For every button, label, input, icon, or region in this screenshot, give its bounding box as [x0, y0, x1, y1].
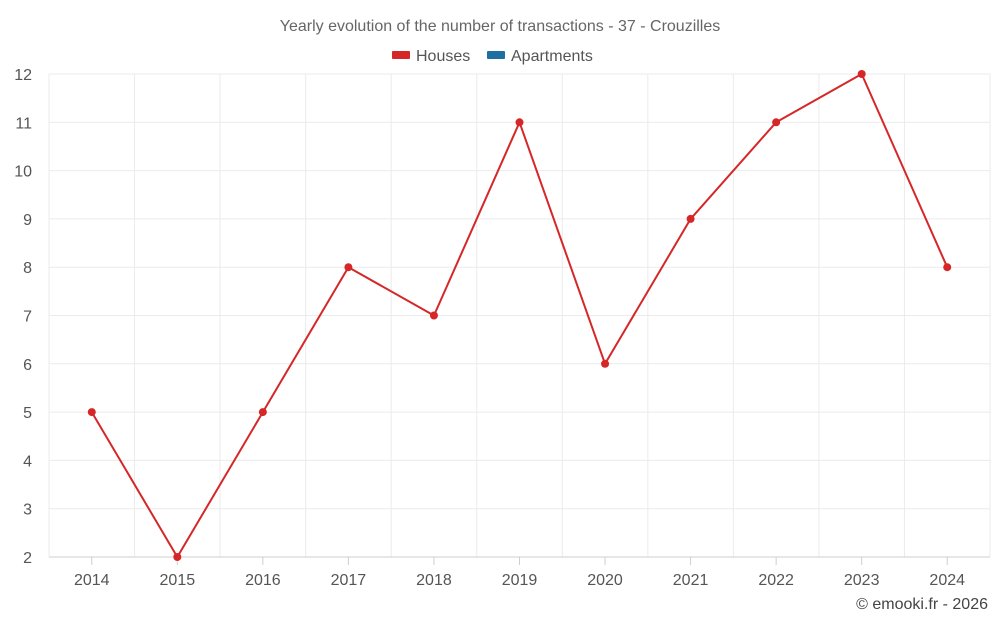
x-tick-label: 2014 — [74, 572, 110, 589]
legend-item-apartments[interactable]: Apartments — [487, 48, 593, 65]
y-tick-label: 6 — [23, 357, 32, 374]
y-tick-label: 4 — [23, 453, 32, 470]
credit: © emooki.fr - 2026 — [856, 596, 988, 613]
y-tick-label: 5 — [23, 405, 32, 422]
data-point-houses[interactable] — [515, 118, 524, 127]
data-point-houses[interactable] — [429, 311, 438, 320]
x-tick-label: 2015 — [160, 572, 196, 589]
x-tick-label: 2018 — [416, 572, 452, 589]
data-point-houses[interactable] — [87, 408, 96, 417]
y-tick-label: 2 — [23, 550, 32, 567]
x-tick-label: 2017 — [331, 572, 367, 589]
grid — [48, 73, 991, 557]
x-tick-label: 2020 — [587, 572, 623, 589]
x-tick-label: 2023 — [844, 572, 880, 589]
x-tick-label: 2016 — [245, 572, 281, 589]
y-tick-label: 12 — [14, 67, 32, 84]
data-point-houses[interactable] — [772, 118, 781, 127]
data-point-houses[interactable] — [943, 263, 952, 272]
x-tick-label: 2021 — [673, 572, 709, 589]
x-axis-ticks: 2014 2015 2016 2017 2018 2019 2020 2021 2022 2023… — [74, 557, 965, 589]
y-tick-label: 11 — [15, 115, 32, 132]
data-point-houses[interactable] — [601, 359, 610, 368]
y-tick-label: 8 — [23, 260, 32, 277]
data-point-houses[interactable] — [258, 408, 267, 417]
data-point-houses[interactable] — [344, 263, 353, 272]
y-axis-ticks: 2 3 4 5 6 7 8 9 10 11 12 — [14, 67, 32, 567]
series — [87, 70, 952, 561]
y-tick-label: 7 — [23, 309, 32, 326]
data-point-houses[interactable] — [173, 553, 182, 561]
x-tick-label: 2024 — [929, 572, 965, 589]
y-tick-label: 3 — [23, 502, 32, 519]
data-point-houses[interactable] — [686, 214, 695, 223]
legend-label-apartments: Apartments — [511, 48, 593, 65]
legend-swatch-apartments — [487, 51, 505, 59]
y-tick-label: 10 — [14, 164, 32, 181]
legend-item-houses[interactable]: Houses — [392, 48, 470, 65]
x-tick-label: 2022 — [758, 572, 794, 589]
legend-swatch-houses — [392, 51, 410, 59]
y-tick-label: 9 — [23, 212, 32, 229]
data-point-houses[interactable] — [857, 70, 866, 78]
legend: Houses Apartments — [392, 48, 593, 65]
x-tick-label: 2019 — [502, 572, 538, 589]
chart-title: Yearly evolution of the number of transa… — [280, 18, 721, 35]
legend-label-houses: Houses — [416, 48, 470, 65]
